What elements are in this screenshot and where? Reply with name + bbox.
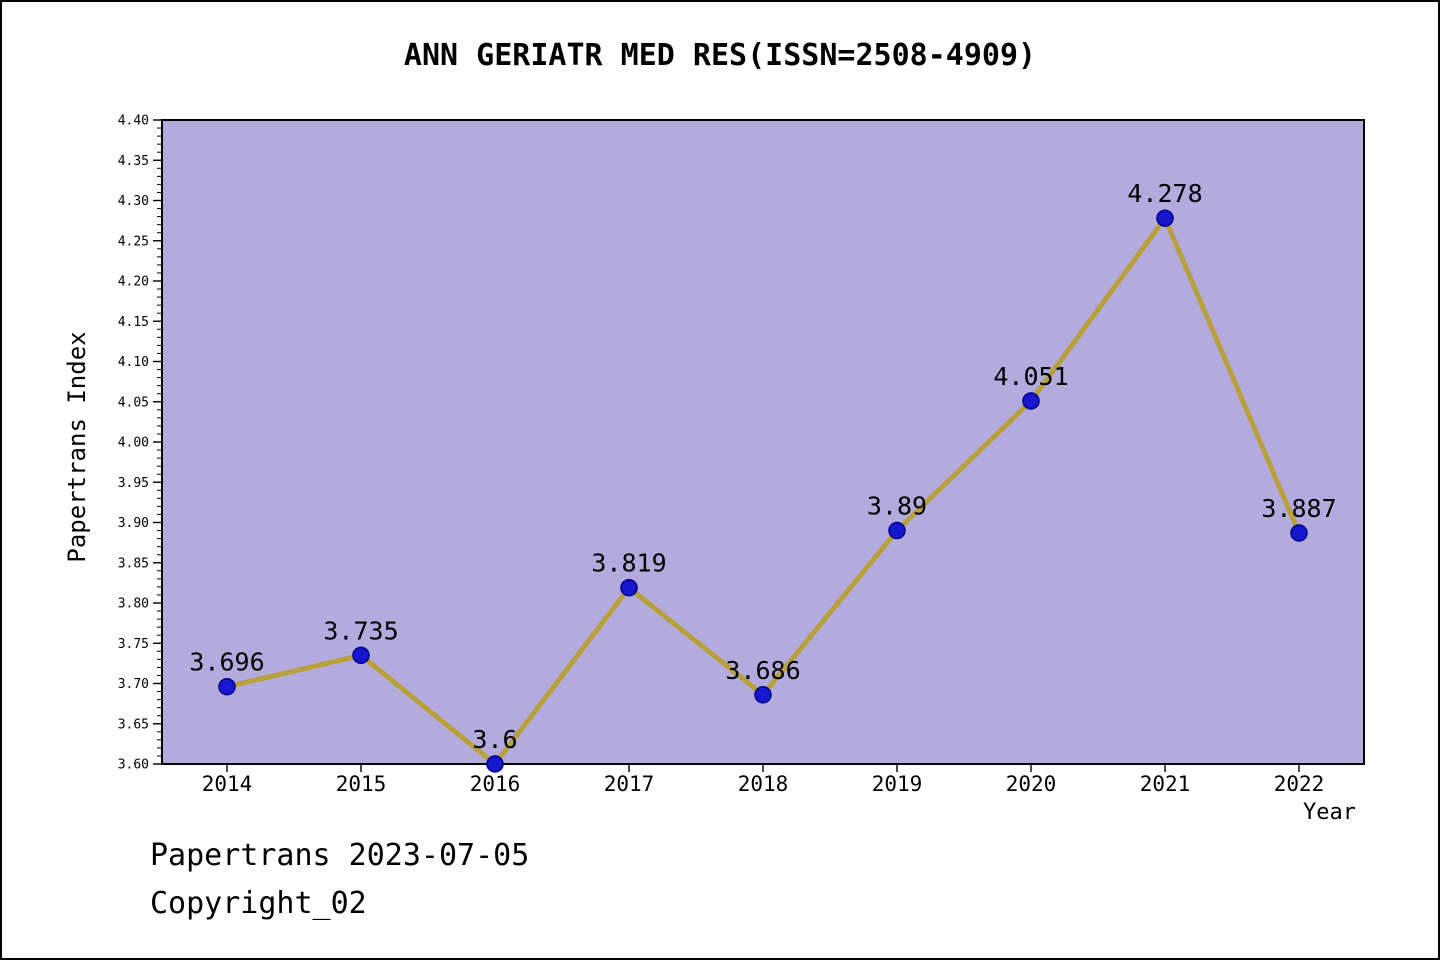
data-point: [218, 677, 236, 696]
data-point-label: 3.6: [472, 725, 517, 754]
data-point-label: 3.696: [189, 648, 264, 677]
data-point: [888, 521, 906, 540]
y-tick-label: 3.65: [118, 717, 149, 732]
y-tick-label: 4.10: [118, 355, 149, 370]
y-tick-label: 4.05: [118, 395, 149, 410]
y-tick-label: 4.30: [118, 194, 149, 209]
y-tick-label: 3.75: [118, 637, 149, 652]
y-tick-label: 3.80: [118, 597, 149, 612]
y-axis-minor-ticks: [157, 127, 162, 757]
x-tick-label: 2022: [1274, 772, 1325, 796]
x-tick-label: 2017: [604, 772, 655, 796]
data-point-label: 3.819: [591, 549, 666, 578]
x-tick-label: 2019: [872, 772, 923, 796]
data-point: [486, 755, 504, 773]
y-tick-label: 4.00: [118, 436, 149, 451]
footer-copyright: Copyright_02: [150, 886, 367, 921]
data-point: [1156, 209, 1174, 227]
footer-source-date: Papertrans 2023-07-05: [150, 838, 530, 873]
x-axis-ticks: 2014 2015 2016 2017 2018 2019 2020 2021 2022: [202, 764, 1325, 796]
x-tick-label: 2018: [738, 772, 789, 796]
data-point-label: 3.735: [323, 616, 398, 645]
y-tick-label: 3.95: [118, 476, 149, 491]
y-tick-label: 3.70: [118, 677, 149, 692]
x-tick-label: 2021: [1140, 772, 1191, 796]
y-tick-label: 4.15: [118, 315, 149, 330]
data-point: [754, 686, 772, 704]
data-point-label: 3.887: [1261, 494, 1336, 523]
y-tick-label: 4.35: [118, 154, 149, 169]
data-point-label: 4.051: [993, 362, 1068, 391]
y-tick-label: 3.90: [118, 516, 149, 531]
y-axis-label: Papertrans Index: [63, 331, 91, 563]
x-tick-label: 2014: [202, 772, 253, 796]
data-point-label: 3.89: [867, 492, 927, 521]
data-point: [352, 646, 370, 665]
x-axis-label: Year: [1303, 800, 1356, 825]
y-tick-label: 4.40: [118, 114, 149, 129]
data-points: [218, 209, 1308, 773]
data-point-label: 3.686: [725, 656, 800, 685]
y-tick-label: 3.85: [118, 556, 149, 571]
x-tick-label: 2020: [1006, 772, 1057, 796]
data-point: [1022, 392, 1040, 410]
y-tick-label: 3.60: [118, 758, 149, 773]
data-point: [1290, 524, 1308, 542]
y-tick-label: 4.25: [118, 234, 149, 249]
y-tick-label: 4.20: [118, 275, 149, 290]
y-axis-ticks: 3.60 3.65 3.70 3.75 3.80 3.85 3.90 3.95 4.00 4.05…: [118, 114, 162, 773]
x-tick-label: 2015: [336, 772, 387, 796]
x-tick-label: 2016: [470, 772, 521, 796]
data-point-labels: 3.696 3.735 3.6 3.819 3.686 3.89 4.051 4.278 3.8…: [189, 179, 1336, 754]
data-point-label: 4.278: [1127, 179, 1202, 208]
chart-title: ANN GERIATR MED RES(ISSN=2508-4909): [403, 38, 1037, 73]
data-point: [620, 578, 638, 597]
